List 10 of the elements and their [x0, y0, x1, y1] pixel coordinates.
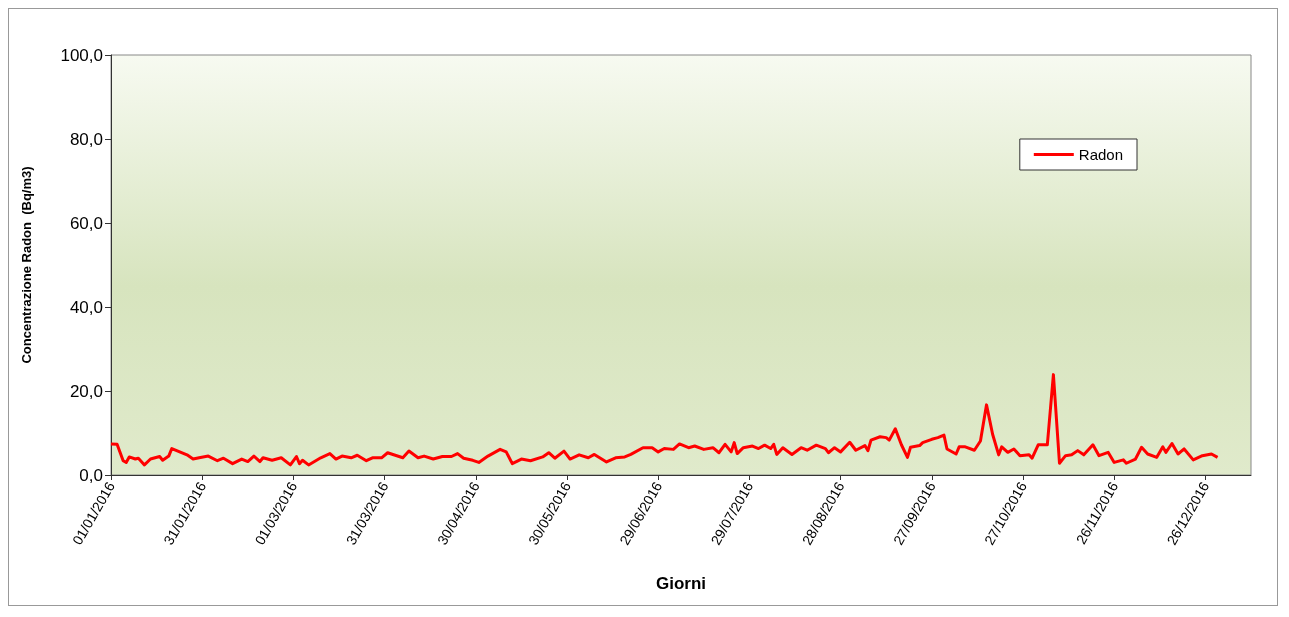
y-tick-label: 40,0	[69, 297, 103, 317]
legend-label: Radon	[1078, 146, 1123, 163]
y-tick-label: 0,0	[79, 465, 103, 485]
y-tick-label: 60,0	[69, 213, 103, 233]
line-series	[109, 373, 1220, 467]
y-tick-label: 20,0	[69, 381, 103, 401]
y-tick-label: 100,0	[60, 45, 103, 65]
y-tick-label: 80,0	[69, 129, 103, 149]
x-axis-title: Giorni	[655, 574, 707, 593]
y-axis-title: Concentrazione Radon (Bq/m3)	[19, 166, 34, 364]
